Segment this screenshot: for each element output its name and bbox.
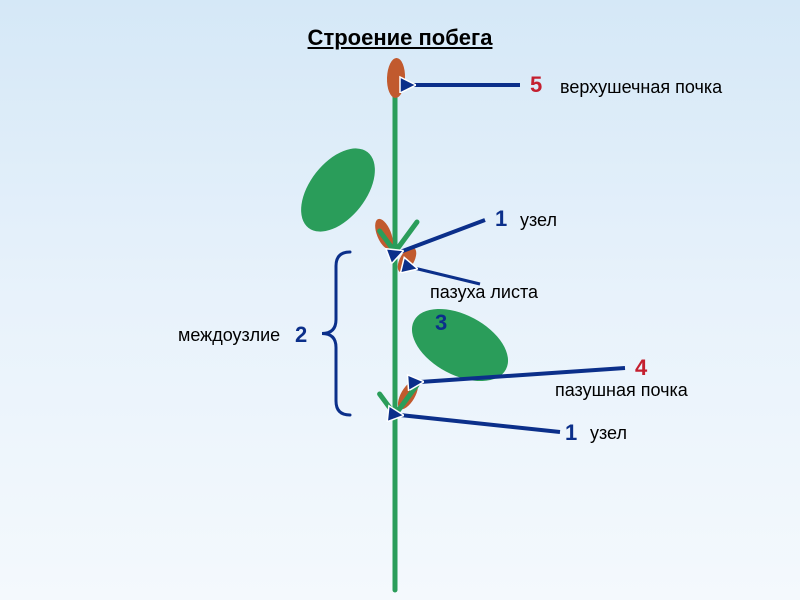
callout-label: узел — [590, 423, 627, 444]
callout-label: узел — [520, 210, 557, 231]
pointer-arrow — [400, 415, 560, 432]
bud — [386, 58, 405, 99]
leaf — [286, 135, 389, 245]
callout-label: пазушная почка — [555, 380, 688, 401]
callout-number: 4 — [635, 355, 647, 381]
callout-label: междоузлие — [178, 325, 280, 346]
internode-brace — [322, 252, 350, 415]
callout-number: 2 — [295, 322, 307, 348]
callout-number: 1 — [495, 206, 507, 232]
callout-number: 5 — [530, 72, 542, 98]
callout-number: 3 — [435, 310, 447, 336]
callout-number: 1 — [565, 420, 577, 446]
callout-label: верхушечная почка — [560, 77, 722, 98]
callout-label: пазуха листа — [430, 282, 538, 303]
